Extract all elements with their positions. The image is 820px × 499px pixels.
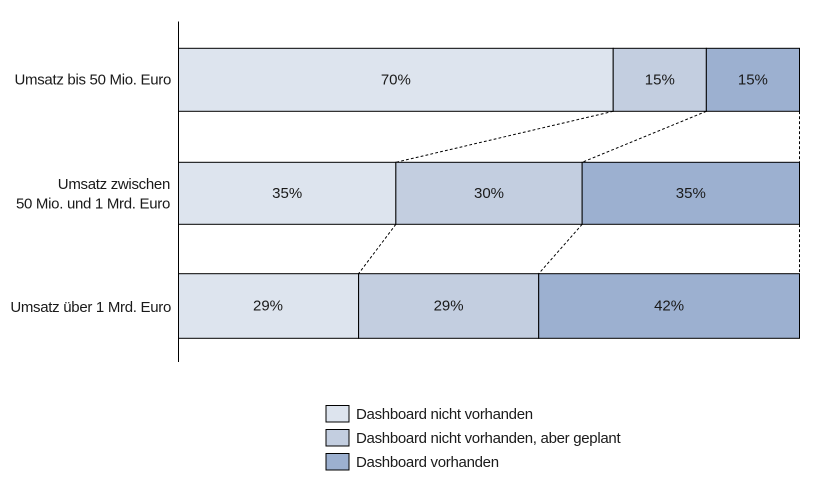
svg-text:15%: 15% — [645, 72, 675, 89]
svg-text:Dashboard nicht vorhanden, abe: Dashboard nicht vorhanden, aber geplant — [356, 430, 621, 447]
svg-text:29%: 29% — [434, 298, 464, 315]
svg-text:29%: 29% — [253, 298, 283, 315]
svg-text:Umsatz bis 50 Mio. Euro: Umsatz bis 50 Mio. Euro — [15, 72, 172, 89]
svg-text:50 Mio. und 1 Mrd. Euro: 50 Mio. und 1 Mrd. Euro — [16, 196, 170, 213]
svg-text:Umsatz über 1 Mrd. Euro: Umsatz über 1 Mrd. Euro — [10, 299, 171, 316]
svg-text:70%: 70% — [381, 72, 411, 89]
svg-text:35%: 35% — [272, 185, 302, 202]
svg-text:Dashboard nicht vorhanden: Dashboard nicht vorhanden — [356, 406, 533, 423]
svg-text:Umsatz zwischen: Umsatz zwischen — [58, 176, 170, 193]
svg-text:42%: 42% — [654, 298, 684, 315]
svg-text:15%: 15% — [738, 72, 768, 89]
svg-text:30%: 30% — [474, 185, 504, 202]
svg-text:Dashboard vorhanden: Dashboard vorhanden — [356, 454, 499, 471]
svg-text:35%: 35% — [676, 185, 706, 202]
